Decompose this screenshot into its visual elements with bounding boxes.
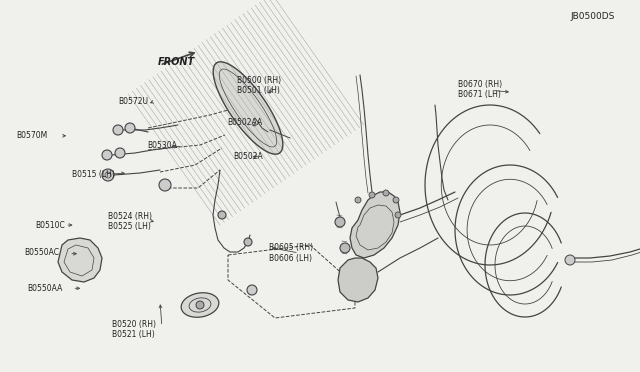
- Circle shape: [102, 169, 114, 181]
- Text: B0605 (RH)
B0606 (LH): B0605 (RH) B0606 (LH): [269, 243, 313, 263]
- Circle shape: [115, 148, 125, 158]
- Text: B0570M: B0570M: [16, 131, 47, 140]
- Circle shape: [113, 125, 123, 135]
- Text: B0550AA: B0550AA: [27, 284, 62, 293]
- Text: B0520 (RH)
B0521 (LH): B0520 (RH) B0521 (LH): [112, 320, 156, 339]
- Circle shape: [247, 285, 257, 295]
- Ellipse shape: [181, 293, 219, 317]
- Text: FRONT: FRONT: [157, 57, 195, 67]
- Text: B0515 (LH): B0515 (LH): [72, 170, 115, 179]
- Circle shape: [244, 238, 252, 246]
- Polygon shape: [213, 62, 283, 154]
- Text: B0550AC: B0550AC: [24, 248, 60, 257]
- Circle shape: [393, 197, 399, 203]
- Text: B0502A: B0502A: [234, 152, 263, 161]
- Circle shape: [218, 211, 226, 219]
- Circle shape: [125, 123, 135, 133]
- Circle shape: [196, 301, 204, 309]
- Polygon shape: [338, 258, 378, 302]
- Circle shape: [395, 212, 401, 218]
- Circle shape: [383, 190, 389, 196]
- Text: B0500 (RH)
B0501 (LH): B0500 (RH) B0501 (LH): [237, 76, 281, 95]
- Circle shape: [369, 192, 375, 198]
- Text: JB0500DS: JB0500DS: [570, 12, 614, 21]
- Circle shape: [335, 217, 345, 227]
- Circle shape: [565, 255, 575, 265]
- Circle shape: [159, 179, 171, 191]
- Text: B0530A: B0530A: [147, 141, 177, 150]
- Text: B0502AA: B0502AA: [227, 118, 262, 127]
- Text: B0510C: B0510C: [35, 221, 65, 230]
- Circle shape: [340, 243, 350, 253]
- Polygon shape: [350, 192, 400, 258]
- Circle shape: [355, 197, 361, 203]
- Text: B0670 (RH)
B0671 (LH): B0670 (RH) B0671 (LH): [458, 80, 502, 99]
- Text: B0524 (RH)
B0525 (LH): B0524 (RH) B0525 (LH): [108, 212, 152, 231]
- Text: B0572U: B0572U: [118, 97, 148, 106]
- Circle shape: [102, 150, 112, 160]
- Polygon shape: [58, 238, 102, 282]
